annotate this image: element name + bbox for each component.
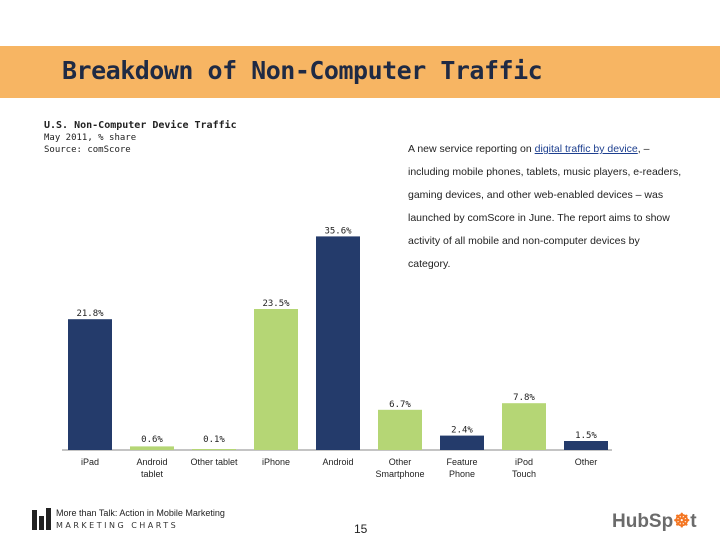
category-label-1-line-1: tablet	[141, 469, 164, 479]
chart-subtitle: May 2011, % share	[44, 133, 137, 143]
bar-2	[192, 449, 236, 450]
category-label-1-line-0: Android	[136, 457, 167, 467]
bar-7	[502, 403, 546, 450]
category-label-7-line-0: iPod	[515, 457, 533, 467]
bar-0	[68, 319, 112, 450]
category-label-2: Other tablet	[190, 457, 238, 467]
category-label-8: Other	[575, 457, 598, 467]
chart-title: U.S. Non-Computer Device Traffic	[44, 120, 237, 131]
hubspot-logo-right: t	[690, 511, 697, 532]
bar-logo-icon	[32, 508, 52, 530]
description-lead: A new service reporting on	[408, 143, 535, 155]
data-label-5: 6.7%	[389, 400, 411, 410]
bar-3	[254, 309, 298, 450]
slide-title: Breakdown of Non-Computer Traffic	[62, 56, 543, 85]
data-label-0: 21.8%	[76, 309, 104, 319]
bar-5	[378, 409, 422, 450]
description-text: A new service reporting on digital traff…	[408, 138, 683, 276]
category-label-0: iPad	[81, 457, 99, 467]
title-band	[0, 46, 720, 98]
chart-source: Source: comScore	[44, 145, 131, 155]
data-label-3: 23.5%	[262, 299, 290, 309]
category-label-6-line-0: Feature	[446, 457, 477, 467]
category-label-5-line-1: Smartphone	[375, 469, 424, 479]
category-label-4: Android	[322, 457, 353, 467]
description-rest: , – including mobile phones, tablets, mu…	[408, 143, 682, 270]
data-label-2: 0.1%	[203, 435, 225, 445]
brand-tagline: More than Talk: Action in Mobile Marketi…	[56, 508, 225, 518]
data-label-8: 1.5%	[575, 431, 597, 441]
data-label-4: 35.6%	[324, 226, 352, 236]
hubspot-logo-left: HubSp	[612, 511, 674, 532]
data-label-1: 0.6%	[141, 435, 163, 445]
category-label-6-line-1: Phone	[449, 469, 475, 479]
category-label-3: iPhone	[262, 457, 290, 467]
bar-8	[564, 441, 608, 450]
hubspot-logo: HubSp☸t	[612, 510, 697, 533]
brand-name: MARKETING CHARTS	[56, 521, 179, 530]
digital-traffic-link[interactable]: digital traffic by device	[534, 143, 638, 155]
category-label-7-line-1: Touch	[512, 469, 536, 479]
data-label-6: 2.4%	[451, 426, 473, 436]
page-number: 15	[354, 522, 368, 536]
category-label-5-line-0: Other	[389, 457, 412, 467]
bar-6	[440, 435, 484, 450]
hubspot-sprocket-icon: ☸	[673, 511, 691, 532]
data-label-7: 7.8%	[513, 393, 535, 403]
bar-1	[130, 446, 174, 450]
bar-4	[316, 236, 360, 450]
